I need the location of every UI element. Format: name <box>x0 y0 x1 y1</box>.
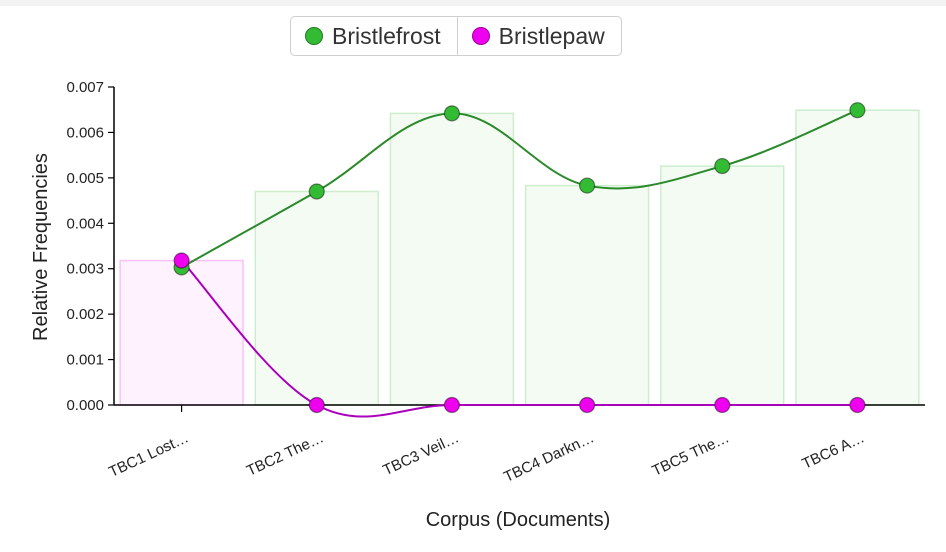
x-tick-label: TBC5 The… <box>649 429 731 480</box>
point-bristlefrost-4[interactable] <box>578 177 596 194</box>
legend-swatch-bristlepaw <box>471 27 490 45</box>
y-tick-label: 0.000 <box>66 397 104 414</box>
bar-6 <box>795 109 920 406</box>
series-line-bristlefrost <box>181 109 858 269</box>
lines-layer <box>180 109 858 418</box>
bars-layer <box>119 109 920 406</box>
y-tick-label: 0.006 <box>66 124 104 141</box>
x-tick-label: TBC3 Veil… <box>380 429 461 479</box>
x-tick-label: TBC6 A… <box>799 429 867 473</box>
legend: Bristlefrost Bristlepaw <box>290 16 622 56</box>
legend-item-bristlefrost[interactable]: Bristlefrost <box>291 17 457 55</box>
y-tick-label: 0.002 <box>66 306 104 323</box>
legend-label-bristlefrost: Bristlefrost <box>332 22 441 49</box>
bar-1 <box>119 259 244 406</box>
bar-5 <box>659 165 785 406</box>
y-tick-label: 0.001 <box>66 352 104 369</box>
legend-swatch-bristlefrost <box>305 27 323 45</box>
series-line-bristlepaw <box>180 259 858 418</box>
y-tick-label: 0.007 <box>66 79 104 96</box>
legend-item-bristlepaw[interactable]: Bristlepaw <box>456 17 621 55</box>
y-tick-label: 0.003 <box>66 261 104 278</box>
point-bristlefrost-5[interactable] <box>714 157 731 175</box>
point-bristlepaw-5[interactable] <box>714 396 731 414</box>
point-bristlepaw-2[interactable] <box>308 396 325 414</box>
legend-label-bristlepaw: Bristlepaw <box>498 22 605 49</box>
point-bristlefrost-2[interactable] <box>308 183 325 200</box>
point-bristlepaw-1[interactable] <box>173 252 190 269</box>
points-layer <box>173 102 866 414</box>
bar-2 <box>254 190 380 406</box>
bar-3 <box>389 112 515 406</box>
point-bristlepaw-6[interactable] <box>849 396 866 414</box>
point-bristlepaw-4[interactable] <box>578 396 596 414</box>
top-strip <box>0 0 946 6</box>
x-axis-title: Corpus (Documents) <box>426 509 611 531</box>
bar-4 <box>524 184 650 406</box>
y-tick-label: 0.005 <box>66 170 104 187</box>
y-axis-title: Relative Frequencies <box>30 153 52 341</box>
x-tick-label: TBC2 The… <box>244 429 326 480</box>
x-tick-label: TBC4 Darkn… <box>501 429 597 486</box>
y-tick-label: 0.004 <box>66 215 104 232</box>
x-tick-label: TBC1 Lost… <box>106 429 191 481</box>
point-bristlefrost-3[interactable] <box>443 105 461 122</box>
point-bristlefrost-6[interactable] <box>849 102 866 119</box>
point-bristlepaw-3[interactable] <box>443 396 461 414</box>
